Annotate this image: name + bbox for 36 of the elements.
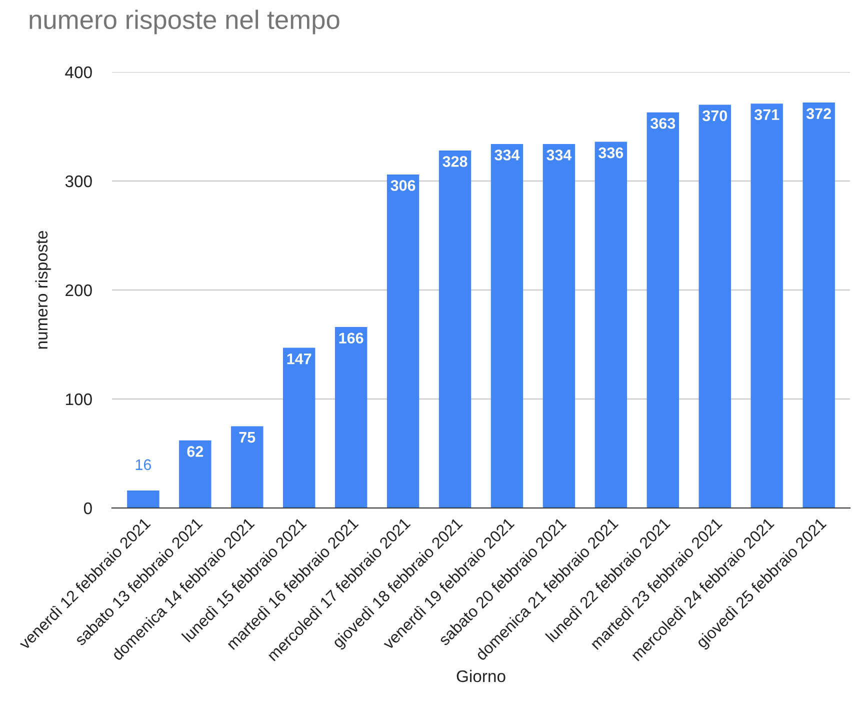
bar	[542, 144, 576, 508]
data-label: 147	[287, 354, 312, 364]
y-tick-label: 300	[65, 175, 92, 188]
y-tick-label: 0	[84, 502, 92, 514]
y-tick-label: 400	[65, 66, 92, 78]
bar	[231, 426, 264, 508]
bar	[282, 348, 316, 508]
bar	[127, 490, 160, 508]
bar	[646, 112, 680, 508]
bar	[802, 102, 835, 508]
data-label: 166	[339, 332, 364, 344]
bar	[750, 104, 783, 508]
data-label: 371	[754, 109, 780, 120]
y-tick-label: 100	[66, 393, 92, 406]
data-label: 62	[187, 446, 204, 457]
bar	[334, 327, 368, 508]
bar	[698, 104, 731, 508]
data-label: 370	[702, 110, 727, 122]
data-label: 336	[598, 147, 624, 158]
y-tick-label: 200	[66, 284, 92, 296]
data-label: 372	[806, 108, 831, 119]
data-label: 363	[650, 118, 676, 129]
bar	[438, 150, 472, 508]
chart-title: numero risposte nel tempo	[30, 10, 340, 34]
bar	[594, 142, 628, 508]
data-label: 75	[239, 432, 256, 443]
x-axis-title: Giorno	[456, 670, 506, 682]
y-axis-title: numero risposte	[35, 230, 51, 349]
bar	[490, 144, 524, 508]
bar	[179, 440, 212, 508]
data-label: 16	[136, 459, 152, 470]
bar	[386, 174, 420, 508]
data-label: 334	[494, 150, 520, 160]
data-label: 328	[442, 156, 468, 167]
data-label: 334	[546, 150, 572, 160]
data-label: 306	[390, 180, 416, 191]
